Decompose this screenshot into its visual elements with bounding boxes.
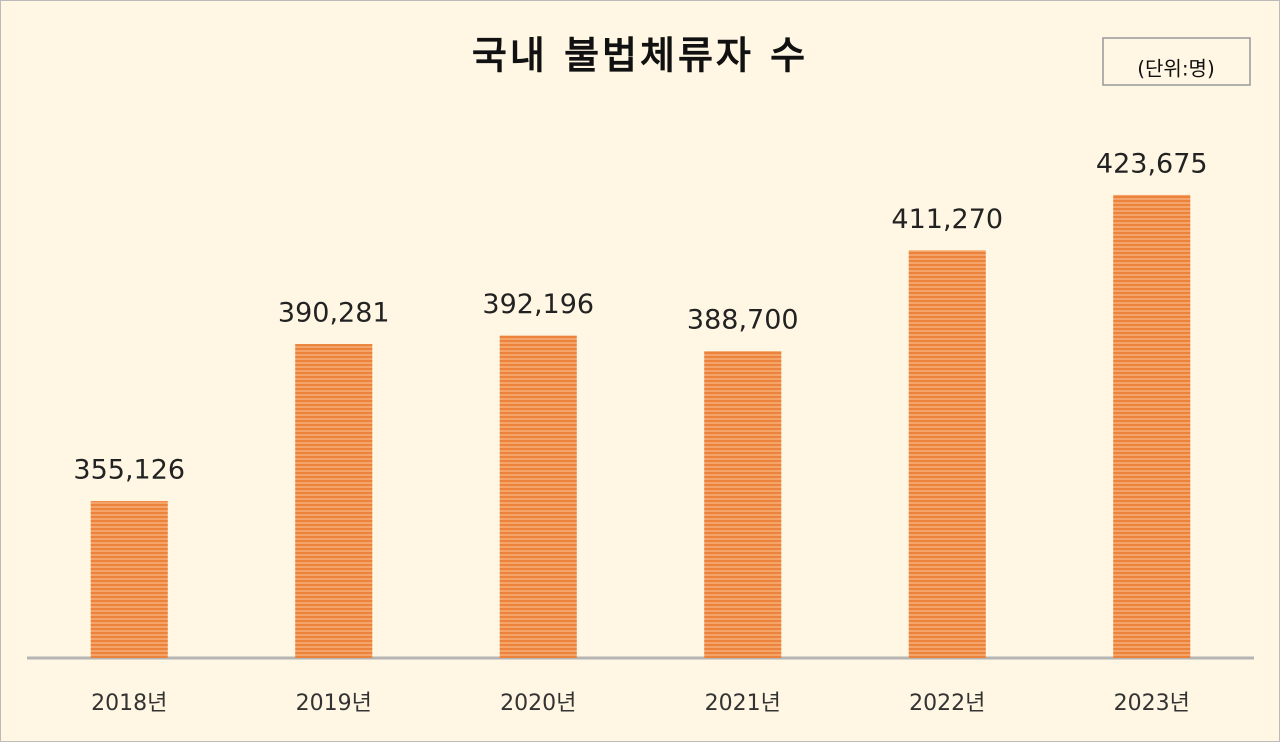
- unit-note: (단위:명): [1137, 57, 1215, 81]
- chart-title: 국내 불법체류자 수: [472, 34, 808, 78]
- bar-texture: [704, 351, 782, 658]
- x-tick-label: 2022년: [909, 691, 985, 716]
- bar-texture: [908, 250, 986, 658]
- x-tick-label: 2020년: [500, 691, 576, 716]
- bar-texture: [499, 335, 577, 658]
- value-label: 392,196: [482, 289, 594, 320]
- x-tick-label: 2019년: [296, 691, 372, 716]
- value-label: 390,281: [278, 298, 390, 329]
- value-label: 388,700: [687, 305, 799, 336]
- value-label: 423,675: [1096, 148, 1208, 179]
- x-tick-label: 2018년: [91, 691, 167, 716]
- value-label: 355,126: [73, 455, 185, 486]
- bar-texture: [90, 501, 168, 658]
- value-label: 411,270: [891, 204, 1003, 235]
- bar-texture: [1113, 194, 1191, 658]
- unit-box: [1102, 37, 1251, 86]
- bar-texture: [295, 344, 373, 658]
- x-tick-label: 2023년: [1114, 691, 1190, 716]
- x-tick-label: 2021년: [705, 691, 781, 716]
